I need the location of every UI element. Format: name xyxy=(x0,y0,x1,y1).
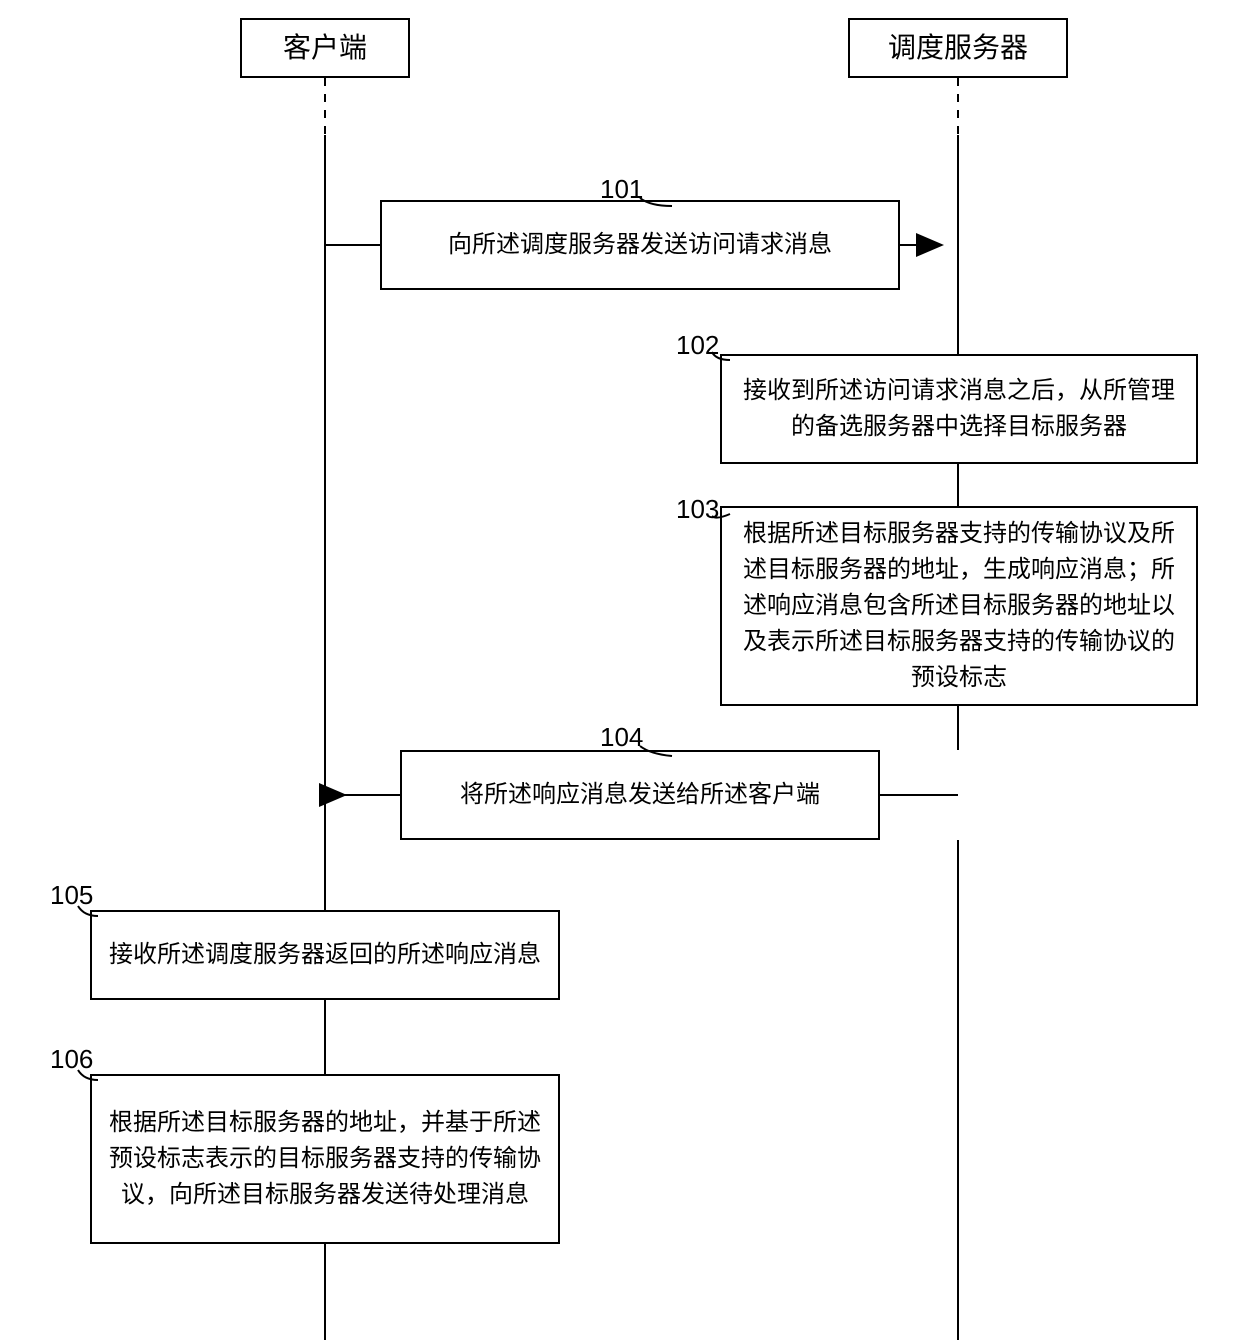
sequence-diagram: 客户端 调度服务器 101 102 103 104 105 106 向所述调度服… xyxy=(0,0,1240,1340)
step-box-106: 根据所述目标服务器的地址，并基于所述预设标志表示的目标服务器支持的传输协议，向所… xyxy=(90,1074,560,1244)
step-box-103: 根据所述目标服务器支持的传输协议及所述目标服务器的地址，生成响应消息；所述响应消… xyxy=(720,506,1198,706)
step-text-102: 接收到所述访问请求消息之后，从所管理的备选服务器中选择目标服务器 xyxy=(736,373,1182,445)
step-box-102: 接收到所述访问请求消息之后，从所管理的备选服务器中选择目标服务器 xyxy=(720,354,1198,464)
step-box-105: 接收所述调度服务器返回的所述响应消息 xyxy=(90,910,560,1000)
step-text-106: 根据所述目标服务器的地址，并基于所述预设标志表示的目标服务器支持的传输协议，向所… xyxy=(106,1105,544,1213)
lifeline-server-label: 调度服务器 xyxy=(888,27,1028,69)
step-num-106: 106 xyxy=(50,1044,93,1075)
step-text-105: 接收所述调度服务器返回的所述响应消息 xyxy=(109,937,541,973)
step-text-103: 根据所述目标服务器支持的传输协议及所述目标服务器的地址，生成响应消息；所述响应消… xyxy=(736,516,1182,696)
lifeline-client-head: 客户端 xyxy=(240,18,410,78)
lifeline-server-head: 调度服务器 xyxy=(848,18,1068,78)
step-num-103: 103 xyxy=(676,494,719,525)
step-num-104: 104 xyxy=(600,722,643,753)
step-num-105: 105 xyxy=(50,880,93,911)
step-text-104: 将所述响应消息发送给所述客户端 xyxy=(460,777,820,813)
step-text-101: 向所述调度服务器发送访问请求消息 xyxy=(448,227,832,263)
step-box-101: 向所述调度服务器发送访问请求消息 xyxy=(380,200,900,290)
step-box-104: 将所述响应消息发送给所述客户端 xyxy=(400,750,880,840)
lifeline-client-label: 客户端 xyxy=(283,27,367,69)
step-num-102: 102 xyxy=(676,330,719,361)
